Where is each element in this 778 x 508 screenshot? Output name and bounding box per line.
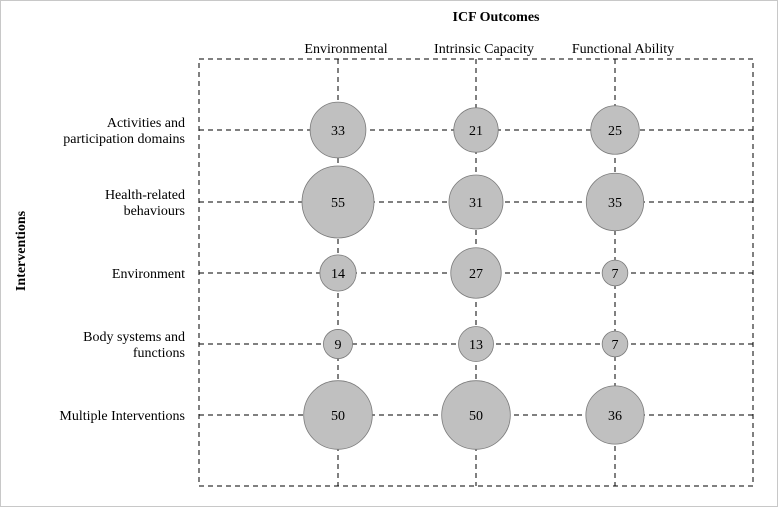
row-label: Activities and [107,116,185,131]
row-label: behaviours [124,204,185,219]
bubble-value-label: 14 [331,267,345,282]
bubble-value-label: 35 [608,196,622,211]
bubble [458,326,494,362]
bubble [309,101,367,159]
bubble-value-label: 55 [331,196,345,211]
row-label: Health-related [105,188,185,203]
bubble-value-label: 21 [469,124,483,139]
bubble [301,165,375,239]
bubble [601,330,629,358]
row-label: Multiple Interventions [59,409,185,424]
bubble [590,105,640,155]
bubble-value-label: 50 [331,409,345,424]
row-label: participation domains [63,132,185,147]
bubble [450,247,502,299]
bubble-value-label: 9 [335,338,342,353]
bubble [448,174,504,230]
bubble-value-label: 7 [612,338,619,353]
chart-title: ICF Outcomes [453,10,541,25]
bubble-value-label: 31 [469,196,483,211]
bubbles: 33 21 25 55 31 35 14 27 7 9 13 7 50 50 36 [301,101,645,450]
row-label: functions [133,346,185,361]
row-label: Environment [112,267,185,282]
bubble-value-label: 33 [331,124,345,139]
column-label: Intrinsic Capacity [434,42,534,57]
row-label: Body systems and [83,330,185,345]
column-label: Functional Ability [572,42,674,57]
bubble [453,107,499,153]
bubble [601,259,629,287]
bubble [585,172,645,232]
bubble-value-label: 13 [469,338,483,353]
bubble [441,380,511,450]
bubble-value-label: 7 [612,267,619,282]
y-axis-label: Interventions [14,210,29,291]
bubble-value-label: 27 [469,267,483,282]
bubble [319,254,357,292]
labels: Environmental Intrinsic Capacity Functiona… [59,42,674,424]
bubble [585,385,645,445]
bubble [303,380,373,450]
bubble-value-label: 36 [608,409,622,424]
bubble [323,329,353,359]
bubble-value-label: 50 [469,409,483,424]
column-label: Environmental [304,42,387,57]
bubble-value-label: 25 [608,124,622,139]
